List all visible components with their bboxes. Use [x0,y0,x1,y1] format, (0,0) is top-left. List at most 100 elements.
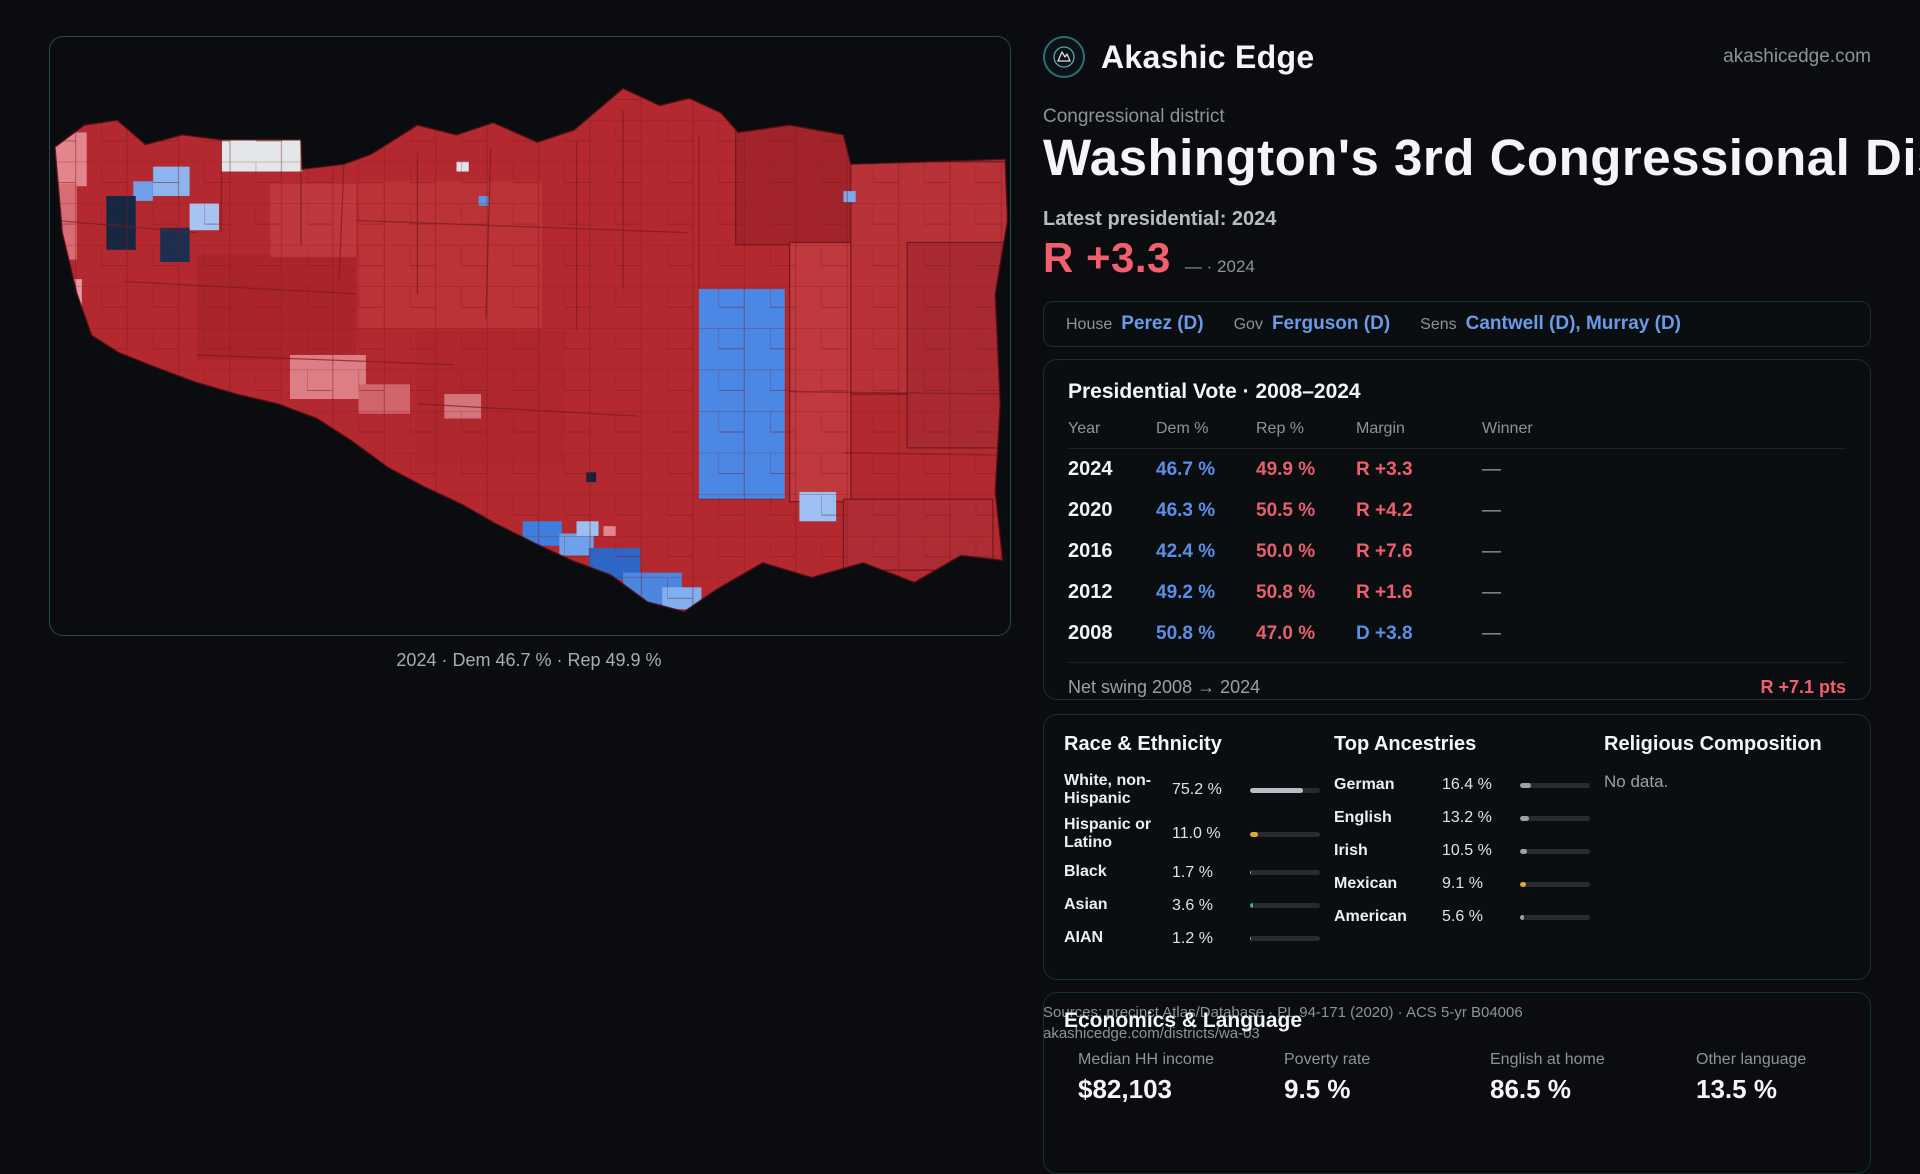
demo-label: American [1334,907,1407,925]
district-precinct-map[interactable] [49,36,1011,636]
winner-cell: — [1482,622,1501,644]
demo-value: 11.0 % [1172,825,1221,843]
list-item: Black 1.7 % [1064,860,1334,886]
demo-bar-fill [1520,881,1527,887]
governor-link[interactable]: Ferguson (D) [1271,313,1391,334]
religious-composition-section: Religious Composition No data. [1604,733,1850,961]
rep-pct-cell: 50.8 % [1256,581,1316,603]
dem-pct-cell: 46.7 % [1156,458,1216,480]
district-permalink: akashicedge.com/districts/wa-03 [1043,1025,1260,1042]
economics-language-panel: Economics & Language Median HH income $82… [1043,992,1871,1174]
margin-cell: D +3.8 [1356,622,1413,644]
rep-pct-cell: 47.0 % [1256,622,1316,644]
rep-pct-cell: 49.9 % [1256,458,1316,480]
brand-header: Akashic Edge akashicedge.com [1043,36,1871,78]
list-item: AIAN 1.2 % [1064,926,1334,952]
demo-value: 16.4 % [1442,776,1492,793]
page-title: Washington's 3rd Congressional District [1043,129,1920,186]
demo-value: 10.5 % [1442,842,1492,859]
sources-text: Sources: precinct Atlas/Database · PL 94… [1043,1004,1523,1021]
top-ancestries-list: German 16.4 % English 13.2 % Irish 10.5 % Mexi… [1334,772,1604,930]
demo-value: 1.7 % [1172,863,1213,881]
kicker-label: Congressional district [1043,106,1225,127]
margin-note: — · 2024 [1184,257,1255,276]
brand-name: Akashic Edge [1101,38,1315,75]
race-ethnicity-section: Race & Ethnicity White, non-Hispanic 75.2… [1064,733,1334,961]
table-row: 2024 46.7 % 49.9 % R +3.3 — [1068,449,1846,490]
list-item: Asian 3.6 % [1064,893,1334,919]
demo-value: 9.1 % [1442,875,1483,892]
list-item: Hispanic or Latino 11.0 % [1064,816,1334,853]
stat-block: Poverty rate 9.5 % [1270,1051,1476,1105]
column-header: Rep % [1256,420,1305,437]
year-cell: 2020 [1068,499,1113,521]
year-cell: 2016 [1068,540,1113,562]
margin-headline: R +3.3 — · 2024 [1043,234,1255,282]
house-group: House Perez (D) [1066,313,1204,335]
demo-label: Asian [1064,896,1108,914]
demo-bar-track [1250,936,1320,942]
dem-pct-cell: 50.8 % [1156,622,1216,644]
stat-value: 13.5 % [1696,1074,1777,1104]
senators-link[interactable]: Cantwell (D), Murray (D) [1465,313,1681,334]
top-ancestries-title: Top Ancestries [1334,733,1477,755]
table-row: 2016 42.4 % 50.0 % R +7.6 — [1068,531,1846,572]
governor-label: Gov [1233,316,1263,333]
race-ethnicity-title: Race & Ethnicity [1064,733,1222,755]
demo-label: Black [1064,863,1107,881]
demo-bar-fill [1520,815,1530,821]
margin-cell: R +4.2 [1356,499,1413,521]
senators-label: Sens [1420,316,1457,333]
list-item: Mexican 9.1 % [1334,871,1604,897]
demo-bar-fill [1520,782,1532,788]
race-ethnicity-list: White, non-Hispanic 75.2 % Hispanic or Lat… [1064,772,1334,952]
demo-bar-track [1250,870,1320,876]
demo-bar-track [1520,881,1590,887]
demo-bar-track [1250,903,1320,909]
stat-label: Poverty rate [1284,1051,1371,1068]
demo-bar-fill [1520,914,1524,920]
winner-cell: — [1482,458,1501,480]
margin-cell: R +3.3 [1356,458,1413,480]
column-header: Dem % [1156,420,1209,437]
margin-cell: R +1.6 [1356,581,1413,603]
demo-label: German [1334,775,1395,793]
presidential-vote-panel: Presidential Vote · 2008–2024 Year Dem % R… [1043,359,1871,700]
winner-cell: — [1482,581,1501,603]
brand-logo [1043,36,1085,78]
governor-group: Gov Ferguson (D) [1234,313,1391,335]
year-cell: 2008 [1068,622,1113,644]
officials-strip: House Perez (D) Gov Ferguson (D) Sens Ca… [1043,301,1871,347]
column-header: Margin [1356,420,1405,437]
demo-bar-track [1250,831,1320,837]
column-header: Year [1068,420,1101,437]
latest-presidential-label: Latest presidential: 2024 [1043,208,1277,230]
demo-bar-fill [1250,787,1303,793]
demo-bar-fill [1250,831,1258,837]
table-row: 2008 50.8 % 47.0 % D +3.8 — [1068,613,1846,654]
demo-label: White, non-Hispanic [1064,772,1152,808]
stat-block: Other language 13.5 % [1682,1051,1888,1105]
brand-domain-link[interactable]: akashicedge.com [1723,46,1871,67]
house-label: House [1066,316,1113,333]
presidential-vote-title: Presidential Vote · 2008–2024 [1068,380,1361,403]
dem-pct-cell: 42.4 % [1156,540,1216,562]
demo-bar-fill [1520,848,1528,854]
demo-label: English [1334,808,1392,826]
demo-bar-track [1250,787,1320,793]
demo-bar-track [1520,815,1590,821]
rep-pct-cell: 50.0 % [1256,540,1316,562]
stat-block: English at home 86.5 % [1476,1051,1682,1105]
margin-value: R +3.3 [1043,234,1171,281]
year-cell: 2024 [1068,458,1113,480]
net-swing-label: Net swing 2008 → 2024 [1068,677,1261,697]
senators-group: Sens Cantwell (D), Murray (D) [1420,313,1681,335]
net-swing-row: Net swing 2008 → 2024 R +7.1 pts [1068,662,1846,698]
top-ancestries-section: Top Ancestries German 16.4 % English 13.2 %… [1334,733,1604,961]
religious-composition-title: Religious Composition [1604,733,1822,755]
demo-value: 3.6 % [1172,896,1213,914]
house-rep-link[interactable]: Perez (D) [1121,313,1204,334]
list-item: English 13.2 % [1334,805,1604,831]
winner-cell: — [1482,540,1501,562]
economics-stats-row: Median HH income $82,103 Poverty rate 9.5 %… [1064,1051,1850,1105]
